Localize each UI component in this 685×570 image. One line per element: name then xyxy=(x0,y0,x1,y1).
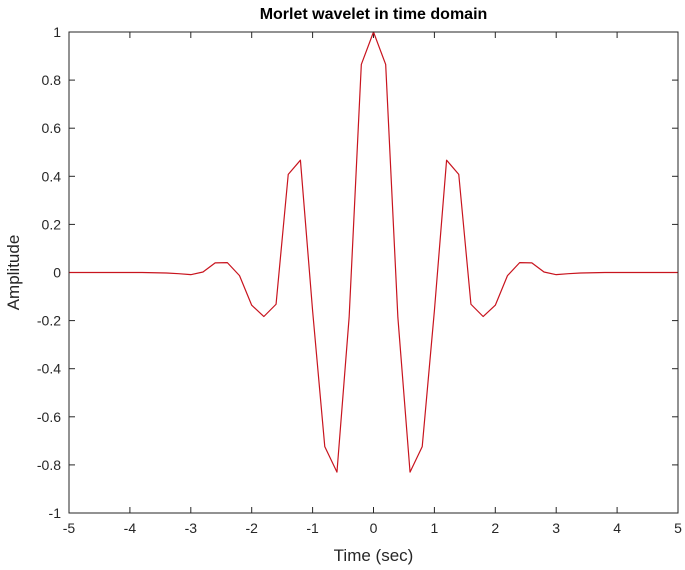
chart-title: Morlet wavelet in time domain xyxy=(260,6,488,23)
x-tick-label: -5 xyxy=(63,520,76,536)
x-tick-label: 0 xyxy=(370,520,378,536)
x-tick-label: -3 xyxy=(185,520,198,536)
x-tick-label: 3 xyxy=(552,520,560,536)
x-tick-label: 5 xyxy=(674,520,682,536)
plot-frame xyxy=(68,31,679,514)
y-tick-label: -0.4 xyxy=(37,361,61,377)
plot-area xyxy=(69,32,678,513)
y-tick-label: 0.8 xyxy=(42,72,62,88)
y-tick-label: -1 xyxy=(49,505,62,521)
y-tick-label: 0.4 xyxy=(42,168,62,184)
y-tick-label: 0.2 xyxy=(42,216,62,232)
y-tick-label: -0.8 xyxy=(37,457,61,473)
y-tick-label: 0.6 xyxy=(42,120,62,136)
y-tick-label: -0.2 xyxy=(37,313,61,329)
x-tick-label: 4 xyxy=(613,520,621,536)
y-tick-label: 0 xyxy=(53,265,61,281)
x-tick-label: 1 xyxy=(431,520,439,536)
tick-labels: -5 -4 -3 -2 -1 0 1 2 3 4 5 -1 -0.8 -0.6 -0.4 -0.2 0 0.2 0.… xyxy=(37,24,682,536)
y-axis-label: Amplitude xyxy=(4,235,23,311)
y-tick-label: -0.6 xyxy=(37,409,61,425)
y-tick-label: 1 xyxy=(53,24,61,40)
x-tick-label: -2 xyxy=(245,520,258,536)
x-tick-label: -4 xyxy=(124,520,137,536)
x-tick-label: -1 xyxy=(306,520,319,536)
x-tick-label: 2 xyxy=(491,520,499,536)
x-axis-label: Time (sec) xyxy=(334,546,414,565)
